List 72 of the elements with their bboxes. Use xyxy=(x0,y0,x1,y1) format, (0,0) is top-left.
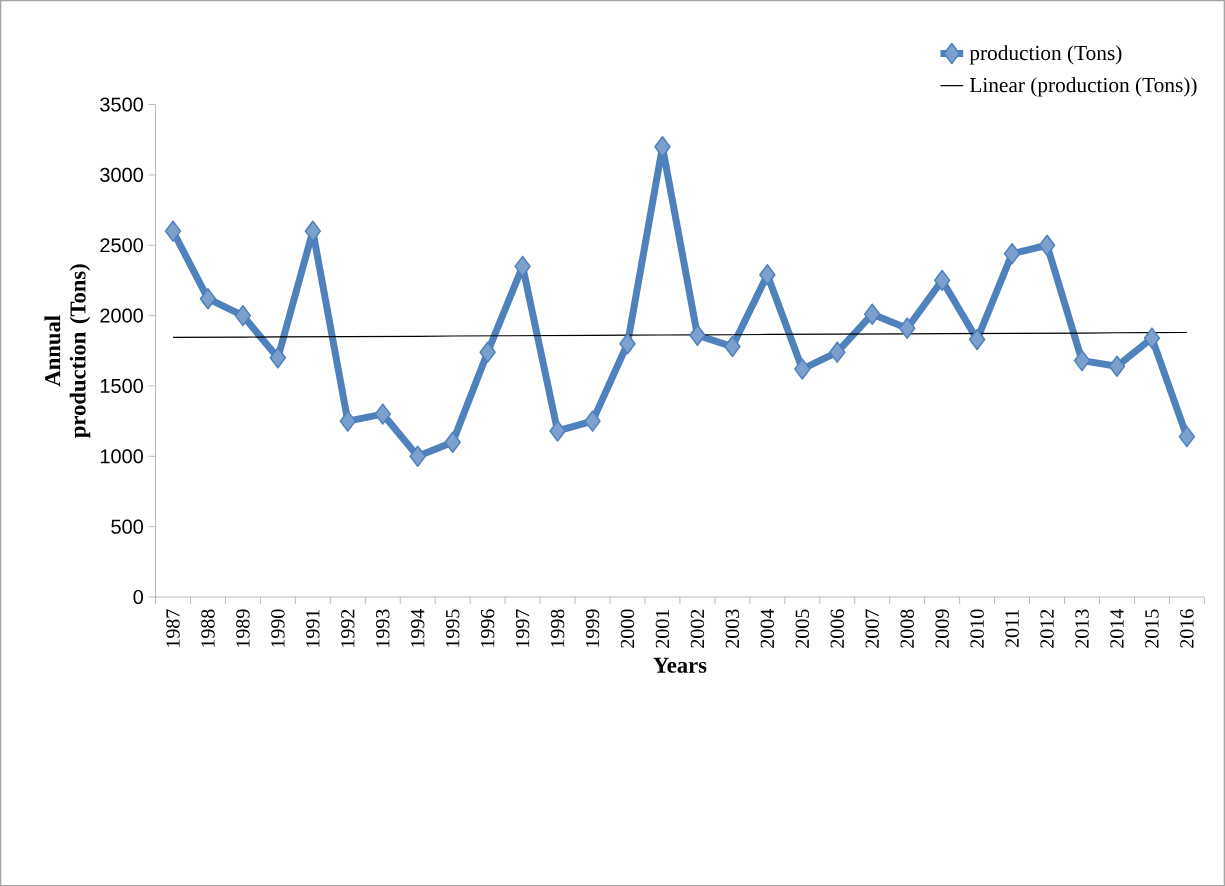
legend-label: production (Tons) xyxy=(969,44,1122,65)
x-tick-label: 2008 xyxy=(900,609,914,648)
x-tick-label: 1998 xyxy=(550,609,565,647)
x-tick-label: 1992 xyxy=(341,609,355,647)
point xyxy=(1003,242,1021,265)
x-tick-label: 2001 xyxy=(655,609,670,648)
y-tick-label: 2000 xyxy=(100,308,143,323)
point xyxy=(898,317,916,339)
point xyxy=(619,332,636,355)
x-tick-label: 2015 xyxy=(1145,609,1159,648)
x-tick-label: 1987 xyxy=(166,609,180,647)
x-tick-label: 2012 xyxy=(1040,609,1054,648)
x-axis-title: Years xyxy=(653,657,707,673)
legend-label: Linear (production (Tons)) xyxy=(969,77,1197,97)
point xyxy=(374,403,391,425)
x-tick-label: 1994 xyxy=(411,608,425,647)
x-tick-label: 2016 xyxy=(1180,609,1194,648)
point xyxy=(269,346,287,369)
x-tick-label: 2000 xyxy=(620,609,635,648)
x-tick-label: 1997 xyxy=(515,609,530,647)
point xyxy=(514,255,531,277)
point xyxy=(234,304,252,327)
point xyxy=(584,410,601,432)
point xyxy=(164,220,182,242)
y-tick-label: 1500 xyxy=(100,378,143,393)
y-tick-label: 2500 xyxy=(100,238,143,253)
point xyxy=(794,358,811,380)
point xyxy=(1178,425,1196,448)
x-tick-label: 2011 xyxy=(1005,609,1019,647)
y-tick-label: 3500 xyxy=(100,97,143,112)
point xyxy=(968,328,986,351)
x-tick-label: 1996 xyxy=(480,609,495,647)
x-tick-label: 1995 xyxy=(445,609,460,647)
x-tick-label: 2004 xyxy=(760,608,775,648)
point xyxy=(829,341,846,363)
point xyxy=(304,220,322,242)
x-tick-label: 1993 xyxy=(376,609,390,647)
point xyxy=(1143,327,1161,349)
x-tick-label: 2010 xyxy=(970,609,984,648)
point xyxy=(863,303,881,325)
y-axis-title: Annual production (Tons) xyxy=(44,264,91,438)
point xyxy=(1073,349,1091,372)
x-tick-label: 2002 xyxy=(690,609,705,648)
point xyxy=(444,431,461,453)
x-tick-label: 2007 xyxy=(865,609,879,648)
y-tick-label: 500 xyxy=(111,519,144,534)
point xyxy=(1108,355,1126,377)
x-tick-label: 2003 xyxy=(725,609,740,648)
point xyxy=(689,324,706,346)
x-tick-label: 2005 xyxy=(795,609,810,648)
point xyxy=(339,410,357,432)
point xyxy=(759,263,776,286)
point xyxy=(1038,234,1056,256)
point xyxy=(549,420,566,442)
point xyxy=(409,445,426,467)
point xyxy=(724,335,741,358)
x-tick-label: 2014 xyxy=(1110,608,1124,648)
x-tick-label: 2013 xyxy=(1075,609,1089,648)
point xyxy=(933,269,951,291)
x-tick-label: 2009 xyxy=(935,609,949,648)
point xyxy=(199,287,217,310)
x-tick-label: 1988 xyxy=(201,609,215,647)
x-tick-label: 1991 xyxy=(306,609,320,647)
x-tick-label: 1990 xyxy=(271,609,285,647)
point xyxy=(479,341,496,363)
point xyxy=(654,135,671,158)
x-tick-label: 1989 xyxy=(236,609,250,647)
y-tick-label: 3000 xyxy=(100,167,143,182)
x-tick-label: 2006 xyxy=(830,609,844,648)
y-tick-label: 1000 xyxy=(100,449,143,464)
y-tick-label: 0 xyxy=(133,589,144,604)
x-tick-label: 1999 xyxy=(585,609,600,647)
